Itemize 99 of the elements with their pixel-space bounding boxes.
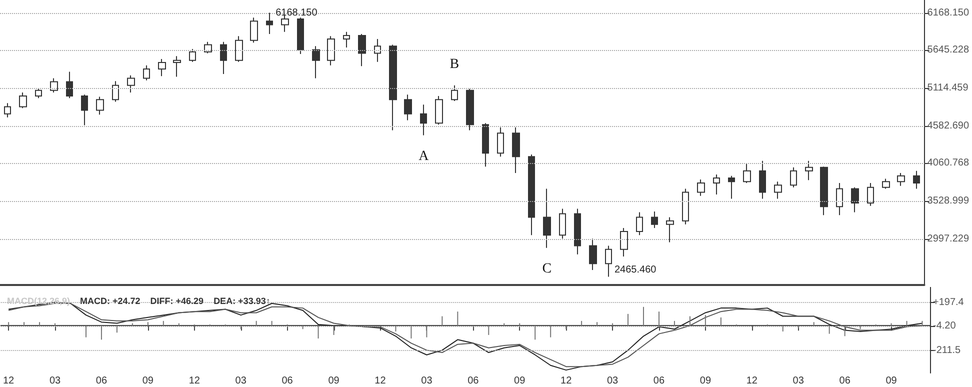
candlestick [897,172,905,186]
candlestick [66,71,73,99]
candlestick [636,212,643,236]
y-tick-label: 2997.229 [927,233,970,244]
candlestick [851,186,859,213]
candlestick [143,64,150,81]
y-tick-label: +197.4 [933,297,964,308]
candlestick [281,14,289,32]
candlestick [127,74,135,93]
annotation: MACD: +24.72 [80,296,140,306]
y-tick-label: 3528.999 [927,195,970,206]
x-tick-label: 09 [328,376,340,386]
x-tick-label: 12 [188,376,200,386]
y-tick-label: -211.5 [933,344,962,356]
annotation: B [450,56,460,72]
candlestick [220,41,227,74]
candlestick [189,48,196,62]
x-tick-label: 09 [142,376,154,386]
candlestick [420,104,427,136]
annotation: A [418,148,430,164]
candlestick [913,170,920,190]
x-tick-label: 06 [468,376,480,386]
candlestick [743,163,751,184]
candlestick [466,88,474,131]
x-tick-label: 06 [282,376,294,386]
candlestick [805,160,813,181]
x-tick-label: 09 [700,376,712,386]
candlestick [574,208,581,255]
candlestick [759,160,766,200]
candlestick [266,12,273,35]
x-tick-label: 06 [653,376,665,386]
candlestick [790,166,797,188]
x-tick-label: 03 [421,376,433,386]
candlestick [404,94,412,121]
annotation: 2465.460 [614,264,657,276]
candlestick [882,178,890,190]
candlestick [620,227,628,257]
candlestick [528,154,535,236]
candlestick [867,182,874,206]
candlestick [327,36,335,66]
candlestick [235,36,243,62]
candlestick [358,34,366,67]
candlestick [112,80,119,102]
x-tick-label: 09 [886,376,898,386]
annotation: C [542,261,552,276]
candlestick [250,17,258,44]
candlestick [173,56,181,78]
candlestick [543,188,551,248]
candlestick [435,96,443,126]
y-tick-label: 4582.690 [927,120,970,132]
candlestick [4,102,11,118]
candlestick [451,84,458,102]
candlestick [836,182,843,216]
candlestick [35,88,42,99]
candlestick [589,238,597,271]
candlestick [343,31,350,48]
y-tick-label: 6168.150 [927,7,970,18]
x-tick-label: 12 [374,376,386,386]
candlestick [651,211,658,228]
candlestick [19,92,27,109]
candlestick [774,181,782,200]
text: MACD(12,26,9) [7,296,70,306]
candlestick [81,94,88,126]
candlestick [96,96,104,116]
candlestick [713,174,720,195]
candlestick [682,188,689,225]
candlestick [666,216,674,243]
candlestick [497,126,504,158]
candlestick [482,122,489,168]
x-tick-label: 03 [606,376,619,386]
annotation: 6168.150 [276,7,318,18]
y-tick-label: 5645.228 [927,44,970,56]
candlestick [697,178,705,196]
x-tick-label: 03 [235,376,247,386]
candlestick [728,175,735,200]
x-tick-label: 09 [514,376,526,386]
candlestick [50,78,58,93]
candlestick [158,58,166,77]
x-tick-label: 12 [560,376,572,386]
x-tick-label: 03 [49,376,62,386]
candlestick [820,166,828,216]
x-tick-label: 12 [746,376,758,386]
x-tick-label: 03 [792,376,804,386]
candlestick [204,41,212,54]
candlestick [374,38,381,62]
candlestick [297,17,304,54]
x-tick-label: 06 [839,376,851,386]
y-tick-label: 4060.768 [927,158,970,169]
x-tick-label: 06 [96,376,108,386]
x-tick-label: 12 [2,376,15,386]
y-tick-label: -4.20 [933,320,956,332]
annotation: DEA: +33.93↑ [214,296,270,306]
annotation: DIFF: +46.29 [150,296,204,306]
y-tick-label: 5114.459 [927,82,969,94]
candlestick [312,46,320,79]
candlestick [389,44,397,131]
candlestick [512,126,520,174]
candlestick [605,245,612,278]
candlestick [559,208,566,240]
